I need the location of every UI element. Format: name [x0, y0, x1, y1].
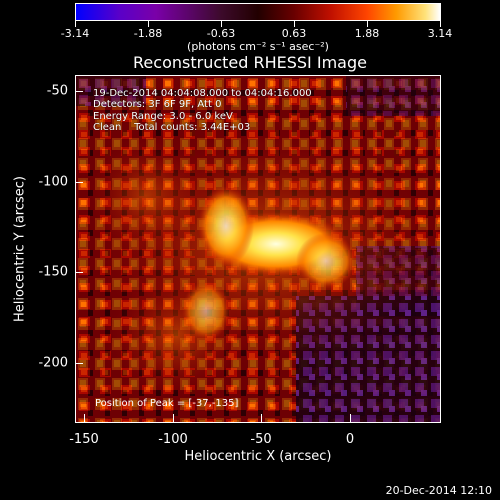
y-tick-label: -100	[38, 174, 68, 190]
y-tick-label: -50	[46, 83, 68, 99]
colorbar	[75, 3, 441, 21]
y-tick-label: -200	[38, 355, 68, 371]
timestamp-footer: 20-Dec-2014 12:10	[385, 484, 492, 497]
y-axis-label: Heliocentric Y (arcsec)	[12, 176, 28, 322]
colorbar-unit: (photons cm⁻² s⁻¹ asec⁻²)	[187, 40, 329, 53]
y-tick-label: -150	[38, 264, 68, 280]
info-energy-range: Energy Range: 3.0 - 6.0 keV	[93, 111, 233, 122]
x-tick-label: 0	[345, 432, 355, 447]
colorbar-tick-label: -0.63	[206, 27, 236, 40]
plot-title: Reconstructed RHESSI Image	[133, 53, 367, 72]
info-time-range: 19-Dec-2014 04:04:08.000 to 04:04:16.000	[93, 88, 312, 99]
x-axis-label: Heliocentric X (arcsec)	[184, 449, 332, 464]
colorbar-tick-label: 3.14	[427, 27, 453, 40]
info-detectors: Detectors: 3F 6F 9F, Att 0	[93, 99, 222, 110]
colorbar-tick-label: 1.88	[354, 27, 380, 40]
colorbar-tick-label: -1.88	[133, 27, 163, 40]
info-clean-counts: Clean Total counts: 3.44E+03	[93, 122, 251, 133]
colorbar-tick-label: -3.14	[60, 27, 90, 40]
x-tick-label: -50	[250, 432, 272, 447]
peak-position: Position of Peak = [-37,-135]	[95, 398, 239, 409]
colorbar-tick-label: 0.63	[281, 27, 307, 40]
x-tick-label: -100	[158, 432, 188, 447]
rhessi-image	[75, 75, 441, 423]
x-tick-label: -150	[69, 432, 99, 447]
